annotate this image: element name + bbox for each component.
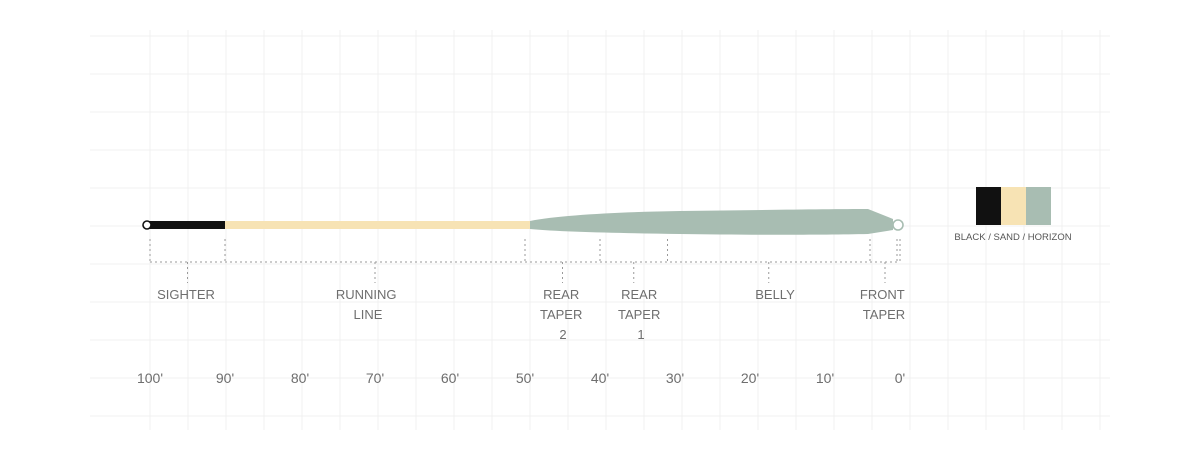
segment-label-front-taper: FRONT TAPER [860,287,908,322]
color-swatch: BLACK / SAND / HORIZON [954,187,1072,243]
axis-tick-label: 10' [816,370,834,386]
rear-loop [142,220,152,230]
axis-tick-label: 100' [137,370,163,386]
axis-tick-label: 0' [895,370,905,386]
axis-tick-label: 20' [741,370,759,386]
axis-tick-label: 60' [441,370,459,386]
segment-label-belly: BELLY [755,287,795,302]
segment-label-rear-taper-1: REAR TAPER 1 [618,287,664,342]
line-head-segment [530,209,893,235]
running-line-segment [225,221,530,229]
segment-label-sighter: SIGHTER [157,287,215,302]
swatch-sand [1001,187,1026,225]
length-axis: 100' 90' 80' 70' 60' 50' 40' 30' 20' 10' 0' [137,370,905,386]
swatch-black [976,187,1001,225]
segment-labels: SIGHTER RUNNING LINE REAR TAPER 2 REAR T… [157,287,908,342]
segment-label-running-line: RUNNING LINE [336,287,400,322]
axis-tick-label: 80' [291,370,309,386]
segment-brackets [149,239,901,283]
axis-tick-label: 50' [516,370,534,386]
sighter-segment [148,221,225,229]
axis-tick-label: 90' [216,370,234,386]
axis-tick-label: 40' [591,370,609,386]
swatch-horizon [1026,187,1051,225]
swatch-label: BLACK / SAND / HORIZON [954,232,1071,243]
axis-tick-label: 30' [666,370,684,386]
front-loop [892,219,904,231]
axis-tick-label: 70' [366,370,384,386]
segment-label-rear-taper-2: REAR TAPER 2 [540,287,586,342]
fly-line [142,209,904,235]
